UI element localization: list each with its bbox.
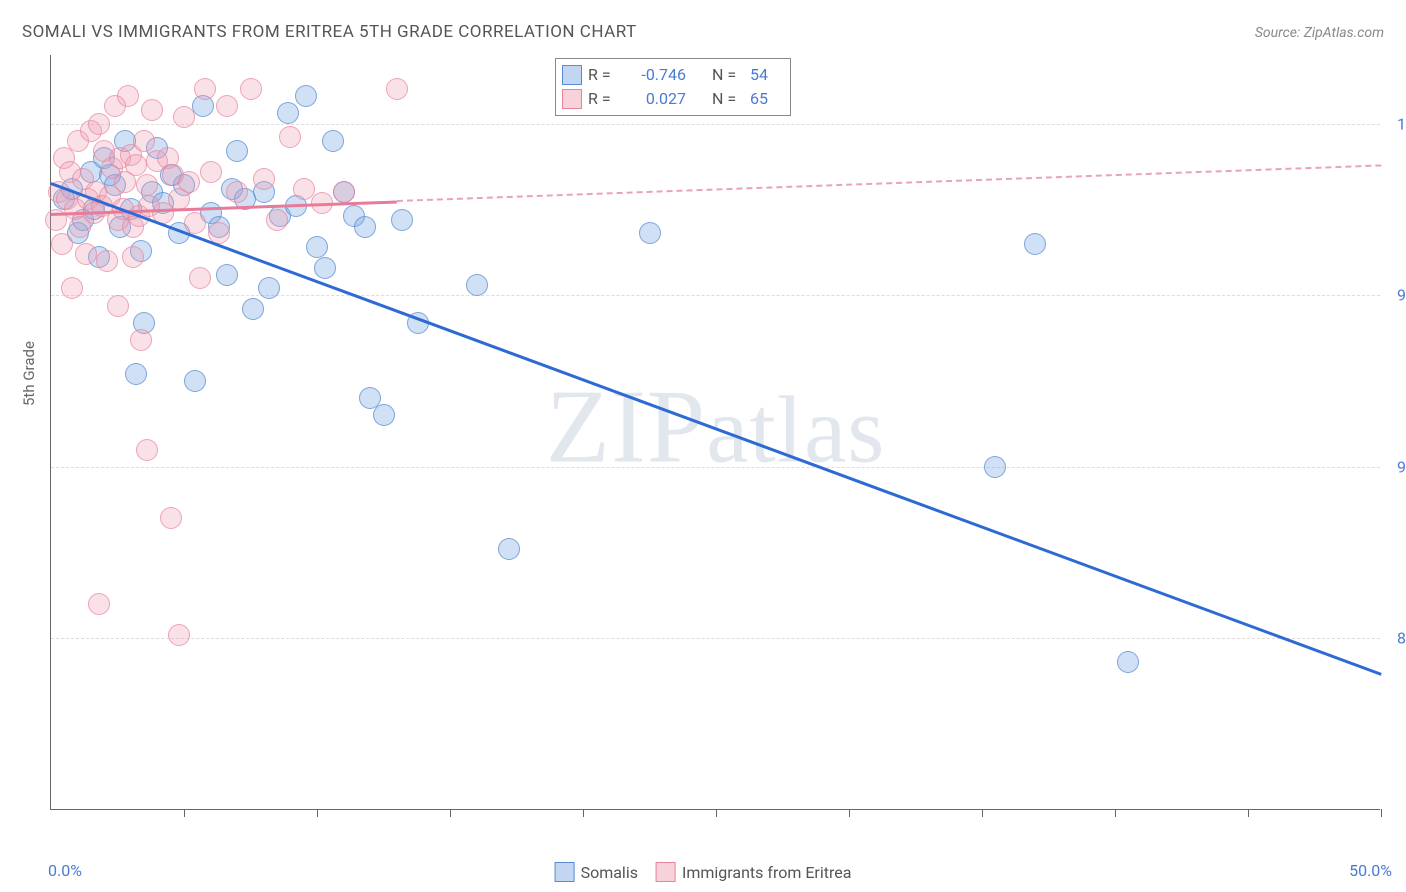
data-point [322,130,344,152]
data-point [216,264,238,286]
legend-label: Immigrants from Eritrea [682,863,851,882]
data-point [391,209,413,231]
data-point [136,439,158,461]
data-point [168,624,190,646]
data-point [122,246,144,268]
title-bar: SOMALI VS IMMIGRANTS FROM ERITREA 5TH GR… [22,22,1384,42]
chart-title: SOMALI VS IMMIGRANTS FROM ERITREA 5TH GR… [22,22,637,42]
gridline [51,295,1380,296]
data-point [200,161,222,183]
trend-line [51,182,1382,675]
y-tick-label: 100.0% [1385,114,1406,133]
x-tick [583,809,584,817]
x-tick [184,809,185,817]
data-point [125,363,147,385]
data-point [277,102,299,124]
data-point [184,370,206,392]
x-tick [317,809,318,817]
swatch-blue-icon [555,862,575,882]
series-legend: Somalis Immigrants from Eritrea [555,862,852,882]
y-tick-label: 95.0% [1385,286,1406,305]
y-axis-title: 5th Grade [20,341,38,406]
data-point [295,85,317,107]
y-tick-label: 90.0% [1385,457,1406,476]
data-point [88,593,110,615]
data-point [253,168,275,190]
r-label: R = [588,63,620,87]
x-tick [716,809,717,817]
data-point [88,113,110,135]
x-tick [450,809,451,817]
legend-row-somalis: R = -0.746 N = 54 [562,63,780,87]
data-point [173,106,195,128]
data-point [130,329,152,351]
data-point [194,78,216,100]
data-point [498,538,520,560]
x-tick [1115,809,1116,817]
data-point [178,171,200,193]
r-value: 0.027 [626,87,686,111]
gridline [51,638,1380,639]
source-label: Source: ZipAtlas.com [1255,25,1384,41]
legend-item-eritrea: Immigrants from Eritrea [656,862,851,882]
data-point [1024,233,1046,255]
data-point [184,212,206,234]
trend-line [397,165,1381,203]
data-point [386,78,408,100]
swatch-blue-icon [562,65,582,85]
r-label: R = [588,87,620,111]
data-point [1117,651,1139,673]
gridline [51,124,1380,125]
legend-label: Somalis [581,863,638,882]
data-point [354,216,376,238]
data-point [51,233,73,255]
data-point [314,257,336,279]
n-label: N = [712,87,744,111]
data-point [75,243,97,265]
x-tick [1381,809,1382,817]
data-point [306,236,328,258]
swatch-pink-icon [562,89,582,109]
n-value: 54 [750,63,780,87]
legend-row-eritrea: R = 0.027 N = 65 [562,87,780,111]
legend-item-somalis: Somalis [555,862,638,882]
swatch-pink-icon [656,862,676,882]
x-tick [1248,809,1249,817]
data-point [279,126,301,148]
n-value: 65 [750,87,780,111]
data-point [293,178,315,200]
data-point [333,181,355,203]
data-point [226,140,248,162]
data-point [96,250,118,272]
data-point [189,267,211,289]
x-tick [849,809,850,817]
r-value: -0.746 [626,63,686,87]
data-point [240,78,262,100]
chart-plot-area: ZIPatlas 85.0%90.0%95.0%100.0% [50,55,1380,810]
data-point [258,277,280,299]
data-point [133,130,155,152]
y-tick-label: 85.0% [1385,629,1406,648]
data-point [373,404,395,426]
data-point [61,277,83,299]
gridline [51,467,1380,468]
n-label: N = [712,63,744,87]
data-point [639,222,661,244]
x-axis-max-label: 50.0% [1349,861,1392,880]
correlation-legend: R = -0.746 N = 54 R = 0.027 N = 65 [555,58,791,116]
data-point [216,95,238,117]
data-point [466,274,488,296]
x-tick [982,809,983,817]
data-point [266,209,288,231]
data-point [117,85,139,107]
data-point [141,99,163,121]
data-point [107,295,129,317]
data-point [125,154,147,176]
data-point [226,181,248,203]
data-point [984,456,1006,478]
x-axis-min-label: 0.0% [48,861,82,880]
data-point [242,298,264,320]
data-point [160,507,182,529]
data-point [136,174,158,196]
